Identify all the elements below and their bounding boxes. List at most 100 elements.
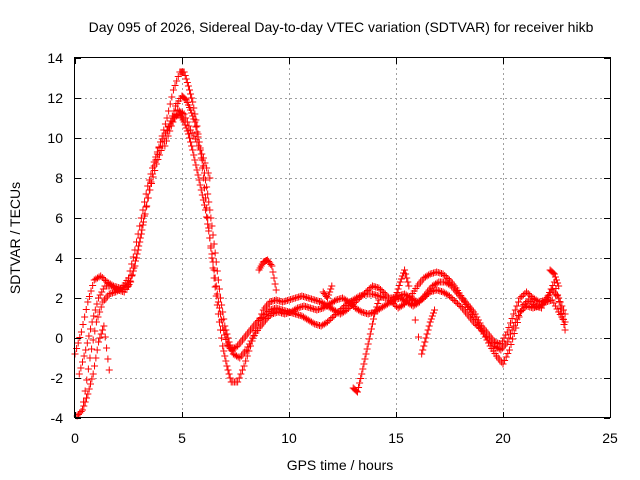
- data-point: [92, 318, 100, 326]
- data-point: [166, 100, 174, 108]
- y-tick-label: 12: [47, 90, 63, 106]
- data-point: [193, 128, 201, 136]
- data-point: [144, 182, 152, 190]
- data-point: [128, 260, 136, 268]
- data-point: [354, 293, 362, 301]
- y-tick-label: 14: [47, 50, 63, 66]
- data-point: [555, 282, 563, 290]
- data-point: [405, 282, 413, 290]
- data-point: [220, 327, 228, 334]
- data-point: [247, 337, 255, 345]
- data-point: [207, 214, 215, 222]
- data-point: [255, 317, 263, 324]
- data-point: [457, 303, 465, 310]
- data-point: [259, 312, 267, 320]
- data-point: [217, 310, 225, 318]
- data-point: [204, 220, 212, 228]
- data-point: [206, 174, 214, 182]
- data-point: [153, 148, 161, 156]
- chart-title: Day 095 of 2026, Sidereal Day-to-day VTE…: [89, 19, 594, 35]
- data-point: [75, 370, 83, 378]
- data-point: [100, 275, 108, 283]
- data-point: [134, 230, 142, 238]
- data-point: [555, 298, 563, 305]
- data-point: [172, 110, 180, 118]
- data-point: [338, 305, 346, 312]
- data-point: [78, 358, 86, 366]
- data-point: [81, 398, 89, 406]
- data-point: [87, 325, 95, 333]
- data-point: [395, 282, 403, 289]
- data-point: [544, 292, 552, 300]
- data-point: [499, 360, 507, 368]
- data-point: [561, 326, 569, 334]
- data-point: [181, 72, 189, 79]
- data-point: [551, 302, 559, 310]
- data-point: [446, 281, 454, 289]
- data-point: [360, 360, 368, 368]
- data-point: [215, 304, 223, 312]
- data-point: [157, 138, 165, 146]
- data-point: [502, 353, 510, 361]
- data-point: [524, 290, 532, 297]
- y-tick-label: -4: [51, 410, 64, 426]
- data-point: [523, 288, 531, 296]
- data-point: [78, 406, 86, 414]
- data-point: [92, 354, 100, 362]
- data-point: [328, 282, 336, 290]
- data-point: [421, 293, 429, 300]
- data-point: [455, 301, 463, 309]
- data-point: [144, 194, 152, 202]
- data-point: [86, 354, 94, 362]
- data-point: [474, 323, 482, 331]
- data-point: [253, 318, 261, 326]
- data-point: [420, 294, 428, 302]
- data-point: [77, 408, 85, 415]
- data-point: [356, 379, 364, 387]
- data-point: [449, 295, 457, 303]
- data-point: [515, 298, 523, 306]
- data-point: [200, 201, 208, 209]
- data-point: [226, 374, 234, 382]
- data-point: [187, 90, 195, 98]
- data-point: [88, 375, 96, 383]
- data-point: [265, 313, 273, 321]
- y-tick-label: 0: [55, 330, 63, 346]
- data-point: [182, 75, 190, 83]
- data-point: [80, 352, 88, 360]
- data-point: [511, 306, 519, 314]
- data-point: [95, 338, 103, 346]
- data-point: [77, 364, 85, 372]
- data-point: [87, 380, 95, 388]
- data-point: [174, 73, 182, 80]
- data-point: [424, 326, 432, 334]
- y-tick-label: 6: [55, 210, 63, 226]
- data-point: [84, 365, 92, 373]
- data-point: [423, 330, 431, 338]
- data-point: [397, 275, 405, 283]
- data-point: [213, 267, 221, 275]
- data-point: [91, 327, 99, 335]
- x-tick-label: 5: [178, 430, 186, 446]
- data-point: [142, 203, 150, 211]
- data-point: [211, 249, 219, 257]
- data-point: [130, 264, 138, 272]
- data-point: [166, 127, 174, 135]
- x-tick-label: 15: [388, 430, 404, 446]
- data-point: [325, 317, 333, 324]
- data-point: [392, 292, 400, 300]
- data-point: [325, 291, 333, 299]
- data-point: [476, 325, 484, 332]
- data-point: [185, 86, 193, 94]
- data-point: [125, 274, 132, 282]
- data-point: [555, 294, 563, 302]
- data-point: [243, 352, 251, 360]
- data-point: [550, 270, 558, 278]
- data-point: [375, 296, 383, 304]
- data-point: [502, 331, 510, 339]
- data-point: [185, 122, 193, 130]
- data-point: [263, 315, 271, 322]
- data-point: [193, 166, 201, 174]
- data-point: [88, 345, 96, 353]
- y-tick-label: 4: [55, 250, 63, 266]
